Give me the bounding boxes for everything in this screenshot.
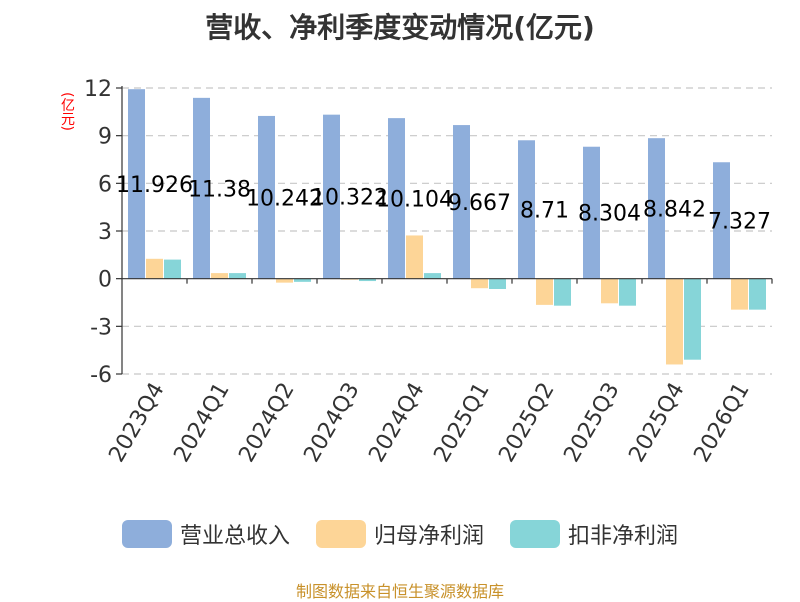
data-label: 10.104: [376, 187, 453, 212]
y-tick-label: 9: [98, 125, 112, 150]
bars: [128, 89, 766, 365]
data-label: 8.71: [520, 198, 569, 223]
data-label: 11.38: [188, 177, 251, 202]
bar-2-2025Q4: [684, 278, 701, 360]
bar-1-2025Q2: [536, 278, 553, 305]
data-label: 7.327: [708, 209, 771, 234]
bar-2-2024Q3: [359, 278, 376, 282]
bar-2-2024Q1: [229, 273, 246, 279]
bar-0-2024Q1: [193, 97, 210, 279]
y-axis-label: (亿元): [59, 92, 75, 131]
bar-0-2024Q4: [388, 118, 405, 279]
bar-1-2025Q3: [601, 278, 618, 304]
bar-1-2025Q1: [471, 278, 488, 289]
bar-1-2024Q4: [406, 235, 423, 279]
bar-0-2025Q3: [583, 146, 600, 279]
bar-0-2025Q1: [453, 125, 470, 279]
bar-0-2023Q4: [128, 89, 145, 279]
y-tick-label: 6: [98, 172, 112, 197]
bar-1-2024Q1: [211, 273, 228, 279]
bar-0-2024Q2: [258, 115, 275, 279]
legend-item-parent-profit[interactable]: 归母净利润: [315, 518, 484, 550]
y-tick-label: 3: [98, 220, 112, 245]
data-label: 11.926: [116, 173, 193, 198]
legend-item-revenue[interactable]: 营业总收入: [121, 518, 290, 550]
bar-2-2026Q1: [749, 278, 766, 310]
x-tick-label: 2025Q1: [429, 379, 494, 467]
bar-0-2025Q2: [518, 140, 535, 279]
x-tick-label: 2026Q1: [689, 379, 754, 467]
y-tick-label: -3: [90, 315, 112, 340]
bar-0-2026Q1: [713, 162, 730, 279]
x-tick-label: 2024Q2: [234, 379, 299, 467]
bar-2-2025Q3: [619, 278, 636, 306]
bar-1-2023Q4: [146, 258, 163, 279]
legend-label-parent-profit: 归母净利润: [373, 524, 484, 549]
bar-2-2024Q4: [424, 273, 441, 279]
bar-1-2026Q1: [731, 278, 748, 310]
data-label: 10.242: [246, 186, 323, 211]
legend-item-deducted-profit[interactable]: 扣非净利润: [510, 518, 678, 550]
bar-2-2024Q2: [294, 278, 311, 282]
data-label: 10.322: [311, 186, 388, 211]
x-tick-label: 2025Q4: [624, 379, 689, 467]
x-tick-label: 2025Q3: [559, 379, 624, 467]
x-tick-label: 2023Q4: [104, 379, 169, 467]
bar-1-2024Q2: [276, 278, 293, 283]
legend-swatch-parent-profit: [315, 520, 366, 548]
legend-swatch-deducted-profit: [510, 520, 560, 548]
bar-2-2025Q2: [554, 278, 571, 306]
legend-label-revenue: 营业总收入: [179, 524, 290, 549]
x-tick-label: 2024Q3: [299, 379, 364, 467]
data-label: 8.304: [578, 202, 641, 227]
bar-1-2025Q4: [666, 278, 683, 365]
source-note: 制图数据来自恒生聚源数据库: [295, 582, 504, 601]
legend-label-deducted-profit: 扣非净利润: [568, 524, 679, 549]
data-label: 9.667: [448, 191, 511, 216]
x-tick-label: 2025Q2: [494, 379, 559, 467]
x-tick-label: 2024Q1: [169, 379, 234, 467]
legend: 营业总收入 归母净利润 扣非净利润: [0, 518, 800, 550]
y-tick-label: -6: [90, 363, 112, 388]
x-tick-label: 2024Q4: [364, 379, 429, 467]
y-tick-label: 0: [98, 268, 112, 293]
bar-2-2023Q4: [164, 259, 181, 279]
data-label: 8.842: [643, 197, 706, 222]
chart-title: 营收、净利季度变动情况(亿元): [205, 11, 595, 44]
bar-0-2024Q3: [323, 114, 340, 279]
y-tick-label: 12: [84, 77, 112, 102]
bar-0-2025Q4: [648, 138, 665, 279]
bar-2-2025Q1: [489, 278, 506, 289]
legend-swatch-revenue: [121, 520, 172, 548]
